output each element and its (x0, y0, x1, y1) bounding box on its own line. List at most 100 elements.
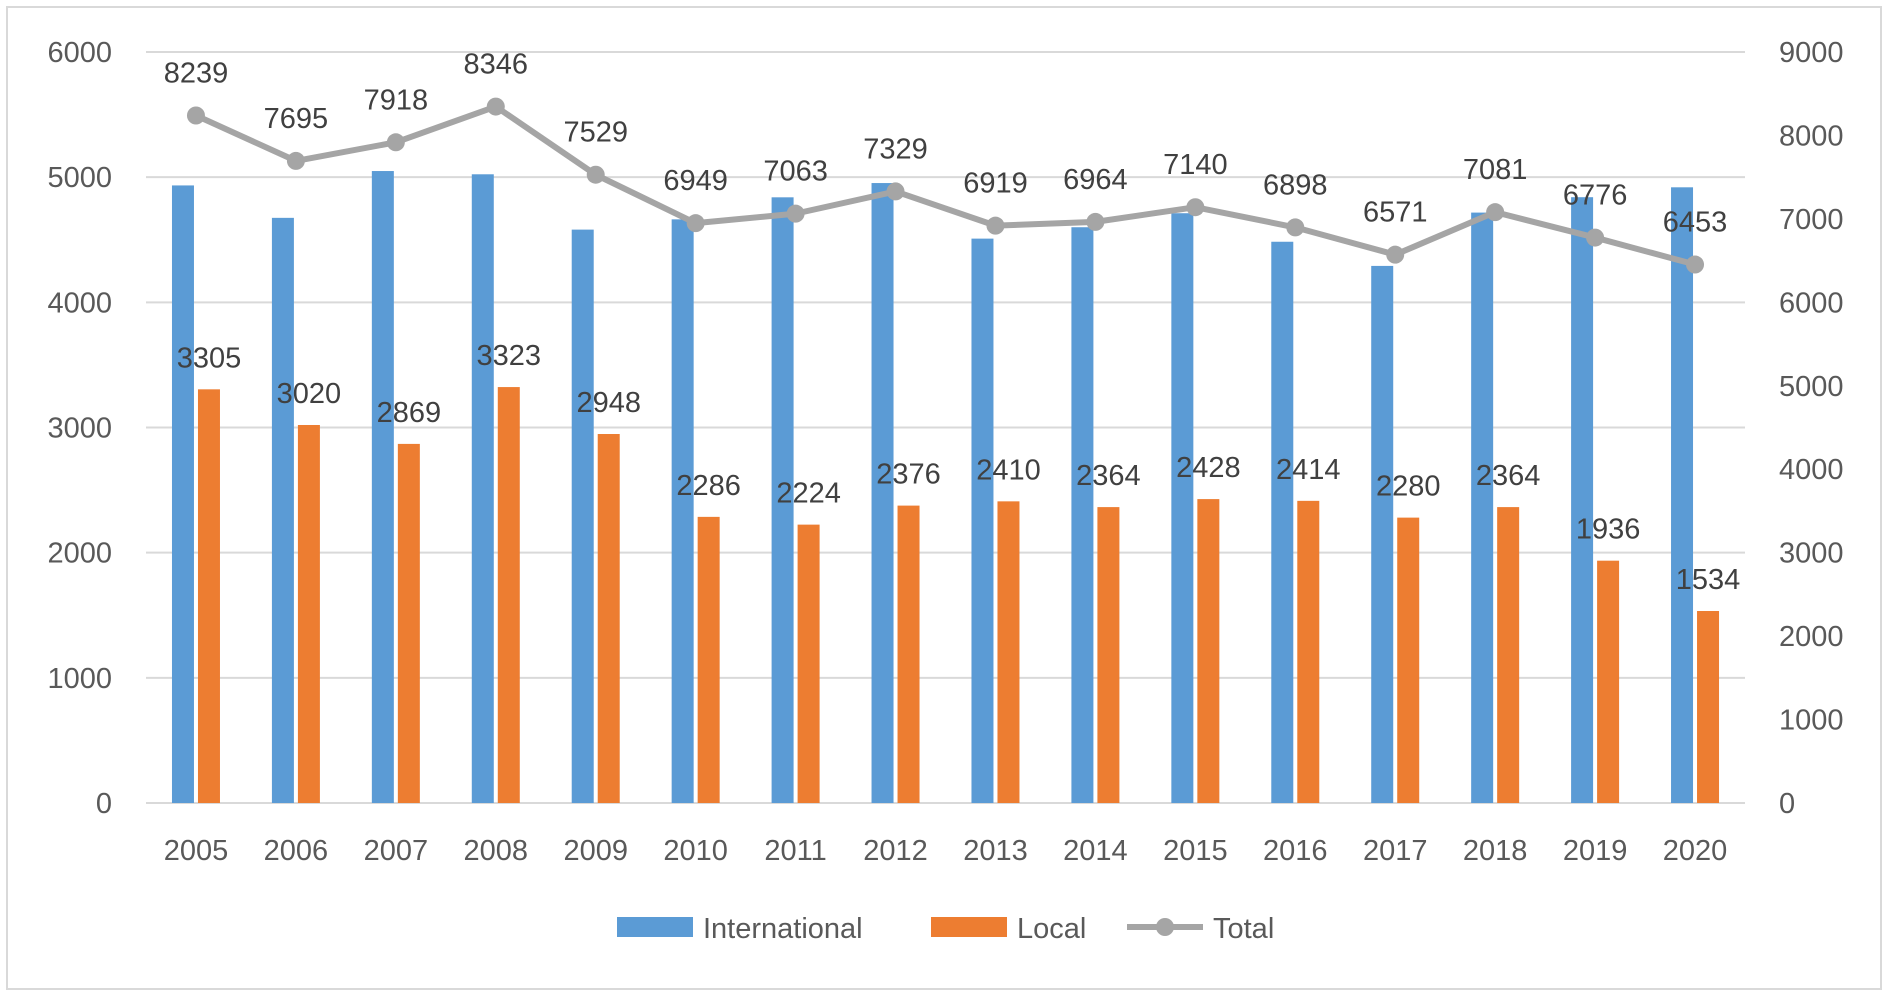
total-data-label: 7329 (863, 133, 928, 165)
bar-international (1171, 213, 1194, 803)
total-point (1486, 203, 1505, 222)
bar-local (597, 434, 620, 803)
left-tick-label: 4000 (47, 287, 112, 319)
bar-local (1097, 507, 1120, 803)
x-tick-label: 2007 (364, 835, 429, 867)
total-data-label: 7063 (763, 156, 828, 188)
x-tick-label: 2019 (1563, 835, 1628, 867)
bar-international (871, 183, 894, 803)
bar-local (1397, 517, 1420, 803)
legend-swatch-local (931, 917, 1007, 937)
right-tick-label: 2000 (1779, 621, 1844, 653)
total-point (786, 204, 805, 223)
bar-international (1071, 227, 1094, 803)
x-tick-label: 2011 (764, 835, 826, 867)
x-tick-label: 2010 (663, 835, 728, 867)
right-tick-label: 8000 (1779, 120, 1844, 152)
bar-international (771, 197, 794, 804)
left-tick-label: 5000 (47, 162, 112, 194)
bar-local (497, 387, 520, 803)
right-tick-label: 9000 (1779, 37, 1844, 69)
x-tick-label: 2013 (963, 835, 1028, 867)
data-labels: 3305 8239 3020 7695 2869 7918 3323 8346 2948 7529… (164, 49, 1741, 596)
local-data-label: 2364 (1476, 460, 1541, 492)
local-data-label: 2428 (1176, 452, 1241, 484)
total-point (286, 151, 305, 170)
bar-international (471, 174, 494, 803)
bar-local (197, 389, 220, 803)
bar-local (1597, 560, 1620, 803)
x-tick-label: 2008 (464, 835, 529, 867)
left-tick-label: 6000 (47, 37, 112, 69)
bar-series (171, 171, 1720, 804)
bar-international (1271, 241, 1294, 803)
x-tick-label: 2016 (1263, 835, 1328, 867)
right-tick-label: 4000 (1779, 454, 1844, 486)
total-point (986, 216, 1005, 235)
total-data-label: 6571 (1363, 197, 1428, 229)
bar-international (1371, 265, 1394, 804)
bar-international (1471, 212, 1494, 803)
left-axis: 0 1000 2000 3000 4000 5000 6000 (47, 37, 112, 820)
total-line-series (186, 97, 1705, 274)
left-tick-label: 3000 (47, 413, 112, 445)
total-point (486, 97, 505, 116)
local-data-label: 2948 (576, 387, 641, 419)
right-tick-label: 5000 (1779, 371, 1844, 403)
x-tick-label: 2005 (164, 835, 229, 867)
total-data-label: 6949 (663, 165, 728, 197)
legend-swatch-international (617, 917, 693, 937)
bar-local (797, 524, 820, 803)
total-point (886, 182, 905, 201)
total-point (1686, 255, 1705, 274)
total-point (1186, 198, 1205, 217)
bar-local (297, 424, 320, 803)
bar-local (397, 443, 420, 803)
x-tick-label: 2006 (264, 835, 329, 867)
legend-marker-total (1156, 918, 1174, 936)
total-data-label: 6964 (1063, 164, 1128, 196)
x-tick-label: 2015 (1163, 835, 1228, 867)
x-tick-label: 2017 (1363, 835, 1428, 867)
right-tick-label: 6000 (1779, 287, 1844, 319)
legend-label-international: International (703, 913, 863, 945)
total-data-label: 7918 (364, 84, 429, 116)
total-point (386, 133, 405, 152)
x-tick-label: 2020 (1663, 835, 1728, 867)
local-data-label: 2286 (676, 470, 741, 502)
bar-local (897, 505, 920, 803)
right-tick-label: 1000 (1779, 705, 1844, 737)
total-data-label: 8239 (164, 58, 229, 90)
local-data-label: 3305 (177, 342, 242, 374)
left-tick-label: 1000 (47, 663, 112, 695)
total-data-label: 7081 (1463, 154, 1528, 186)
x-tick-label: 2009 (563, 835, 628, 867)
local-data-label: 2376 (876, 459, 941, 491)
total-data-label: 6776 (1563, 180, 1628, 212)
total-data-label: 7695 (264, 103, 329, 135)
total-data-label: 7529 (563, 117, 628, 149)
x-axis: 2005 2006 2007 2008 2009 2010 2011 2012 2013 2014… (164, 835, 1728, 867)
local-data-label: 2224 (776, 478, 841, 510)
right-tick-label: 3000 (1779, 538, 1844, 570)
legend[interactable]: International Local Total (617, 913, 1274, 945)
local-data-label: 2869 (377, 397, 442, 429)
left-tick-label: 2000 (47, 538, 112, 570)
local-data-label: 2364 (1076, 460, 1141, 492)
left-tick-label: 0 (96, 788, 112, 820)
total-data-label: 6919 (963, 168, 1028, 200)
bar-international (1671, 187, 1694, 803)
total-point (586, 165, 605, 184)
total-line (192, 103, 1699, 268)
bar-local (697, 516, 720, 803)
total-point (1386, 245, 1405, 264)
bar-international (971, 238, 994, 803)
x-tick-label: 2018 (1463, 835, 1528, 867)
bar-local (1697, 610, 1720, 803)
bar-local (1497, 507, 1520, 803)
local-data-label: 3020 (277, 378, 342, 410)
local-data-label: 1534 (1676, 564, 1741, 596)
bar-international (571, 229, 594, 803)
local-data-label: 3323 (477, 340, 542, 372)
total-point (1586, 228, 1605, 247)
